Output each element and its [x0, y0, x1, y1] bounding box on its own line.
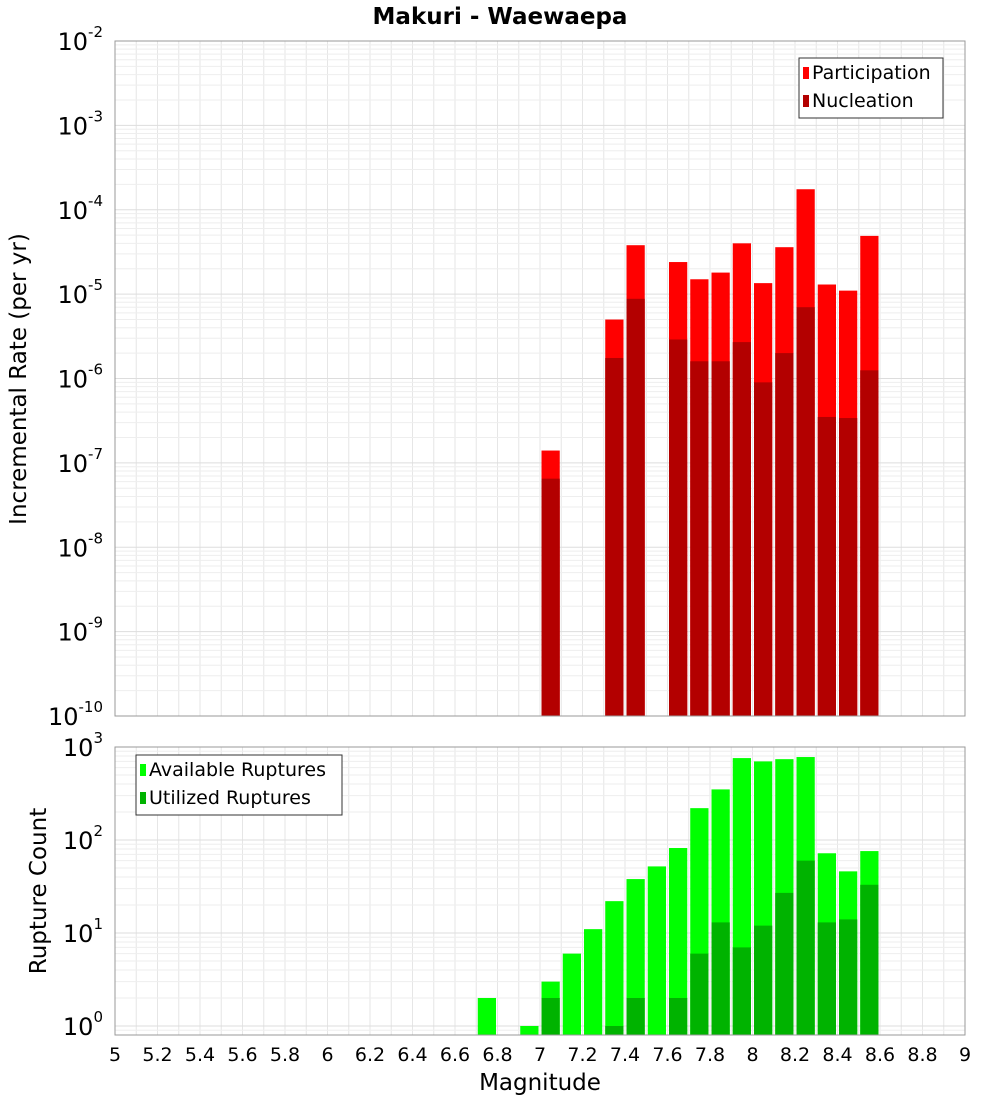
bar-nucleation	[775, 353, 794, 716]
bar-nucleation	[626, 298, 645, 716]
legend-swatch	[140, 792, 146, 804]
bar-utilized-ruptures	[732, 947, 751, 1035]
x-tick-label: 7.4	[610, 1044, 640, 1066]
x-tick-label: 6.2	[355, 1044, 385, 1066]
x-tick-label: 7.2	[567, 1044, 597, 1066]
legend-label: Available Ruptures	[149, 759, 326, 781]
y-tick-label: 101	[63, 915, 103, 948]
bar-nucleation	[605, 357, 624, 716]
x-tick-label: 7.8	[695, 1044, 725, 1066]
top-plot-border	[114, 40, 966, 717]
x-tick-label: 6.6	[440, 1044, 470, 1066]
bar-available-ruptures	[669, 848, 688, 1035]
legend-label: Nucleation	[812, 90, 914, 112]
x-tick-label: 5.4	[185, 1044, 215, 1066]
bar-utilized-ruptures	[669, 997, 688, 1035]
bar-utilized-ruptures	[860, 884, 879, 1035]
bar-utilized-ruptures	[605, 1025, 624, 1035]
legend-swatch	[803, 95, 809, 107]
x-tick-label: 7	[534, 1044, 546, 1066]
y-tick-label: 102	[63, 822, 103, 855]
y-tick-label: 10-10	[48, 698, 103, 731]
y-tick-label: 10-4	[57, 192, 103, 225]
x-tick-label: 8	[746, 1044, 758, 1066]
bar-available-ruptures	[605, 901, 624, 1035]
y-tick-label: 10-5	[57, 276, 103, 309]
bottom-panel: 100 101 102 103 5 5.2 5.4 5.6 5.8 6 6.2 6.4 6.6 6.8 7…	[26, 729, 971, 1096]
bottom-y-ticks: 100 101 102 103	[63, 729, 103, 1041]
top-y-ticks: 10-10 10-9 10-8 10-7 10-6 10-5 10-4 10-3 10-2	[48, 23, 103, 731]
x-ticks: 5 5.2 5.4 5.6 5.8 6 6.2 6.4 6.6 6.8 7 7.2 7.4 7.6 7.8 8…	[109, 1044, 971, 1066]
x-tick-label: 5.6	[227, 1044, 257, 1066]
legend-swatch	[140, 764, 146, 776]
x-tick-label: 8.2	[780, 1044, 810, 1066]
x-tick-label: 7.6	[652, 1044, 682, 1066]
bar-nucleation	[690, 361, 709, 716]
bar-utilized-ruptures	[817, 922, 836, 1035]
y-tick-label: 10-3	[57, 107, 103, 140]
x-tick-label: 6	[321, 1044, 333, 1066]
x-tick-label: 8.4	[822, 1044, 852, 1066]
bottom-legend: Available Ruptures Utilized Ruptures	[135, 754, 343, 816]
bar-available-ruptures	[626, 879, 645, 1035]
y-tick-label: 10-7	[57, 445, 103, 478]
top-legend: Participation Nucleation	[798, 57, 944, 119]
bar-available-ruptures	[647, 866, 666, 1035]
bar-nucleation	[817, 416, 836, 716]
top-grid	[114, 40, 966, 717]
top-panel: 10-10 10-9 10-8 10-7 10-6 10-5 10-4 10-3 10-2 In…	[6, 23, 966, 731]
legend-box	[135, 754, 343, 816]
bar-available-ruptures	[562, 953, 581, 1035]
x-tick-label: 8.8	[907, 1044, 937, 1066]
bar-available-ruptures	[584, 929, 603, 1035]
bottom-plot-border	[114, 746, 966, 1036]
bar-utilized-ruptures	[839, 919, 858, 1035]
top-y-axis-label: Incremental Rate (per yr)	[6, 233, 32, 525]
legend-label: Participation	[812, 62, 931, 84]
legend-box	[798, 57, 944, 119]
y-tick-label: 10-2	[57, 23, 103, 56]
bar-available-ruptures	[520, 1025, 539, 1035]
x-tick-label: 9	[959, 1044, 971, 1066]
y-tick-label: 103	[63, 729, 103, 762]
legend-swatch	[803, 67, 809, 79]
x-tick-label: 5.8	[270, 1044, 300, 1066]
bar-nucleation	[796, 307, 815, 716]
bar-utilized-ruptures	[754, 925, 773, 1035]
bar-available-ruptures	[477, 997, 496, 1035]
bar-utilized-ruptures	[796, 860, 815, 1035]
bar-nucleation	[541, 478, 560, 716]
bar-nucleation	[754, 382, 773, 716]
x-tick-label: 6.8	[482, 1044, 512, 1066]
x-tick-label: 6.4	[397, 1044, 427, 1066]
y-tick-label: 10-9	[57, 614, 103, 647]
x-tick-label: 8.6	[865, 1044, 895, 1066]
bar-nucleation	[732, 342, 751, 716]
bar-nucleation	[839, 418, 858, 716]
x-axis-label: Magnitude	[479, 1070, 601, 1096]
bar-utilized-ruptures	[775, 892, 794, 1035]
bar-utilized-ruptures	[690, 953, 709, 1035]
bar-utilized-ruptures	[626, 997, 645, 1035]
y-tick-label: 10-8	[57, 529, 103, 562]
bottom-bars	[477, 757, 879, 1035]
bottom-y-axis-label: Rupture Count	[26, 808, 52, 974]
bar-utilized-ruptures	[541, 997, 560, 1035]
x-tick-label: 5.2	[142, 1044, 172, 1066]
top-bars	[541, 189, 879, 717]
bar-nucleation	[860, 370, 879, 716]
legend-label: Utilized Ruptures	[149, 787, 311, 809]
bar-nucleation	[669, 339, 688, 716]
y-tick-label: 10-6	[57, 361, 103, 394]
bar-utilized-ruptures	[711, 922, 730, 1035]
x-tick-label: 5	[109, 1044, 121, 1066]
bar-nucleation	[711, 361, 730, 716]
chart-title: Makuri - Waewaepa	[373, 4, 628, 30]
y-tick-label: 100	[63, 1008, 103, 1041]
